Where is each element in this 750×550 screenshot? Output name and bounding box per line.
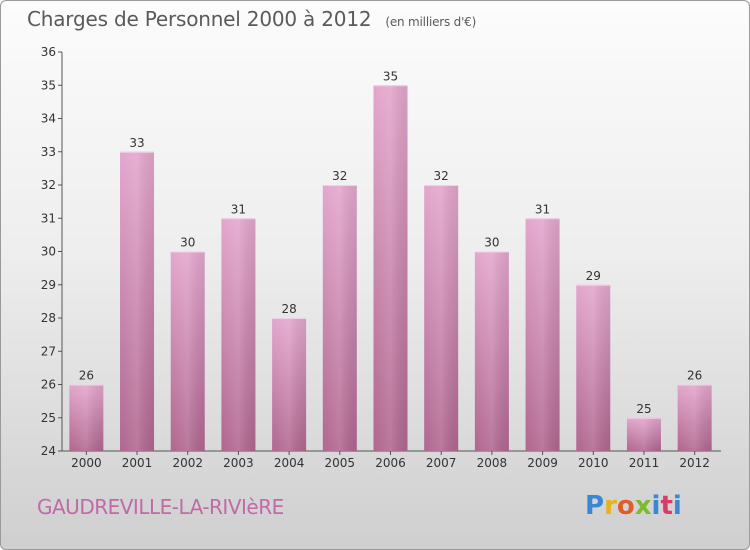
bar-value-label: 28 xyxy=(281,302,296,316)
y-tick-label: 29 xyxy=(41,278,56,292)
chart-title-block: Charges de Personnel 2000 à 2012 (en mill… xyxy=(27,7,476,31)
x-tick-label: 2007 xyxy=(426,456,457,470)
x-tick-label: 2003 xyxy=(223,456,254,470)
y-tick-label: 25 xyxy=(41,411,56,425)
bar-value-label: 35 xyxy=(383,69,398,83)
y-tick-label: 34 xyxy=(41,112,56,126)
bar-value-label: 26 xyxy=(79,369,94,383)
bar-value-label: 31 xyxy=(535,202,550,216)
logo-letter: i xyxy=(672,491,682,521)
y-tick-label: 30 xyxy=(41,245,56,259)
bar-shine xyxy=(626,417,661,451)
proxiti-logo: Proxiti xyxy=(585,491,682,521)
x-tick-label: 2002 xyxy=(172,456,203,470)
axes: 24 25 26 27 28 29 30 31 32 33 34 35 36 2000 2001 2002 20… xyxy=(41,45,721,470)
bar-shine xyxy=(322,185,357,451)
bar-shine xyxy=(120,151,155,451)
x-tick-label: 2010 xyxy=(578,456,609,470)
y-tick-label: 24 xyxy=(41,444,56,458)
y-tick-label: 28 xyxy=(41,311,56,325)
y-tick-label: 33 xyxy=(41,145,56,159)
data-labels: 26 33 30 31 28 32 35 32 30 31 29 25 26 xyxy=(79,69,703,416)
y-tick-label: 35 xyxy=(41,78,56,92)
logo-letter: r xyxy=(604,491,617,521)
bar-shine xyxy=(424,185,459,451)
x-tick-label: 2011 xyxy=(629,456,660,470)
bar-value-label: 32 xyxy=(434,169,449,183)
bars xyxy=(69,85,712,451)
logo-letter: t xyxy=(660,491,673,521)
place-name: GAUDREVILLE-LA-RIVIèRE xyxy=(37,495,284,519)
bar-shine xyxy=(221,218,256,451)
bar-shine xyxy=(525,218,560,451)
bar-value-label: 29 xyxy=(586,269,601,283)
logo-letter: o xyxy=(616,491,635,521)
logo-letter: x xyxy=(634,491,652,521)
bar-value-label: 30 xyxy=(484,236,499,250)
bar-shine xyxy=(576,284,611,451)
y-tick-label: 31 xyxy=(41,211,56,225)
x-tick-label: 2005 xyxy=(325,456,356,470)
x-tick-label: 2006 xyxy=(375,456,406,470)
chart-subtitle: (en milliers d'€) xyxy=(385,15,477,29)
bar-value-label: 33 xyxy=(129,136,144,150)
bar-shine xyxy=(373,85,408,451)
bar-shine xyxy=(474,251,509,451)
bar-value-label: 26 xyxy=(687,369,702,383)
x-tick-label: 2004 xyxy=(274,456,305,470)
logo-letter: i xyxy=(651,491,661,521)
bar-shine xyxy=(69,384,104,451)
bar-value-label: 30 xyxy=(180,236,195,250)
bar-value-label: 31 xyxy=(231,202,246,216)
bar-shine xyxy=(170,251,205,451)
y-tick-label: 26 xyxy=(41,378,56,392)
y-tick-label: 32 xyxy=(41,178,56,192)
bar-value-label: 25 xyxy=(636,402,651,416)
x-tick-label: 2009 xyxy=(527,456,558,470)
x-tick-label: 2012 xyxy=(679,456,710,470)
y-tick-label: 36 xyxy=(41,45,56,59)
chart-title: Charges de Personnel 2000 à 2012 xyxy=(27,7,372,31)
bar-shine xyxy=(272,318,307,451)
x-tick-label: 2008 xyxy=(477,456,508,470)
logo-letter: P xyxy=(585,491,605,521)
bar-shine xyxy=(677,384,712,451)
x-tick-label: 2000 xyxy=(71,456,102,470)
bar-value-label: 32 xyxy=(332,169,347,183)
y-tick-label: 27 xyxy=(41,344,56,358)
x-tick-label: 2001 xyxy=(122,456,153,470)
